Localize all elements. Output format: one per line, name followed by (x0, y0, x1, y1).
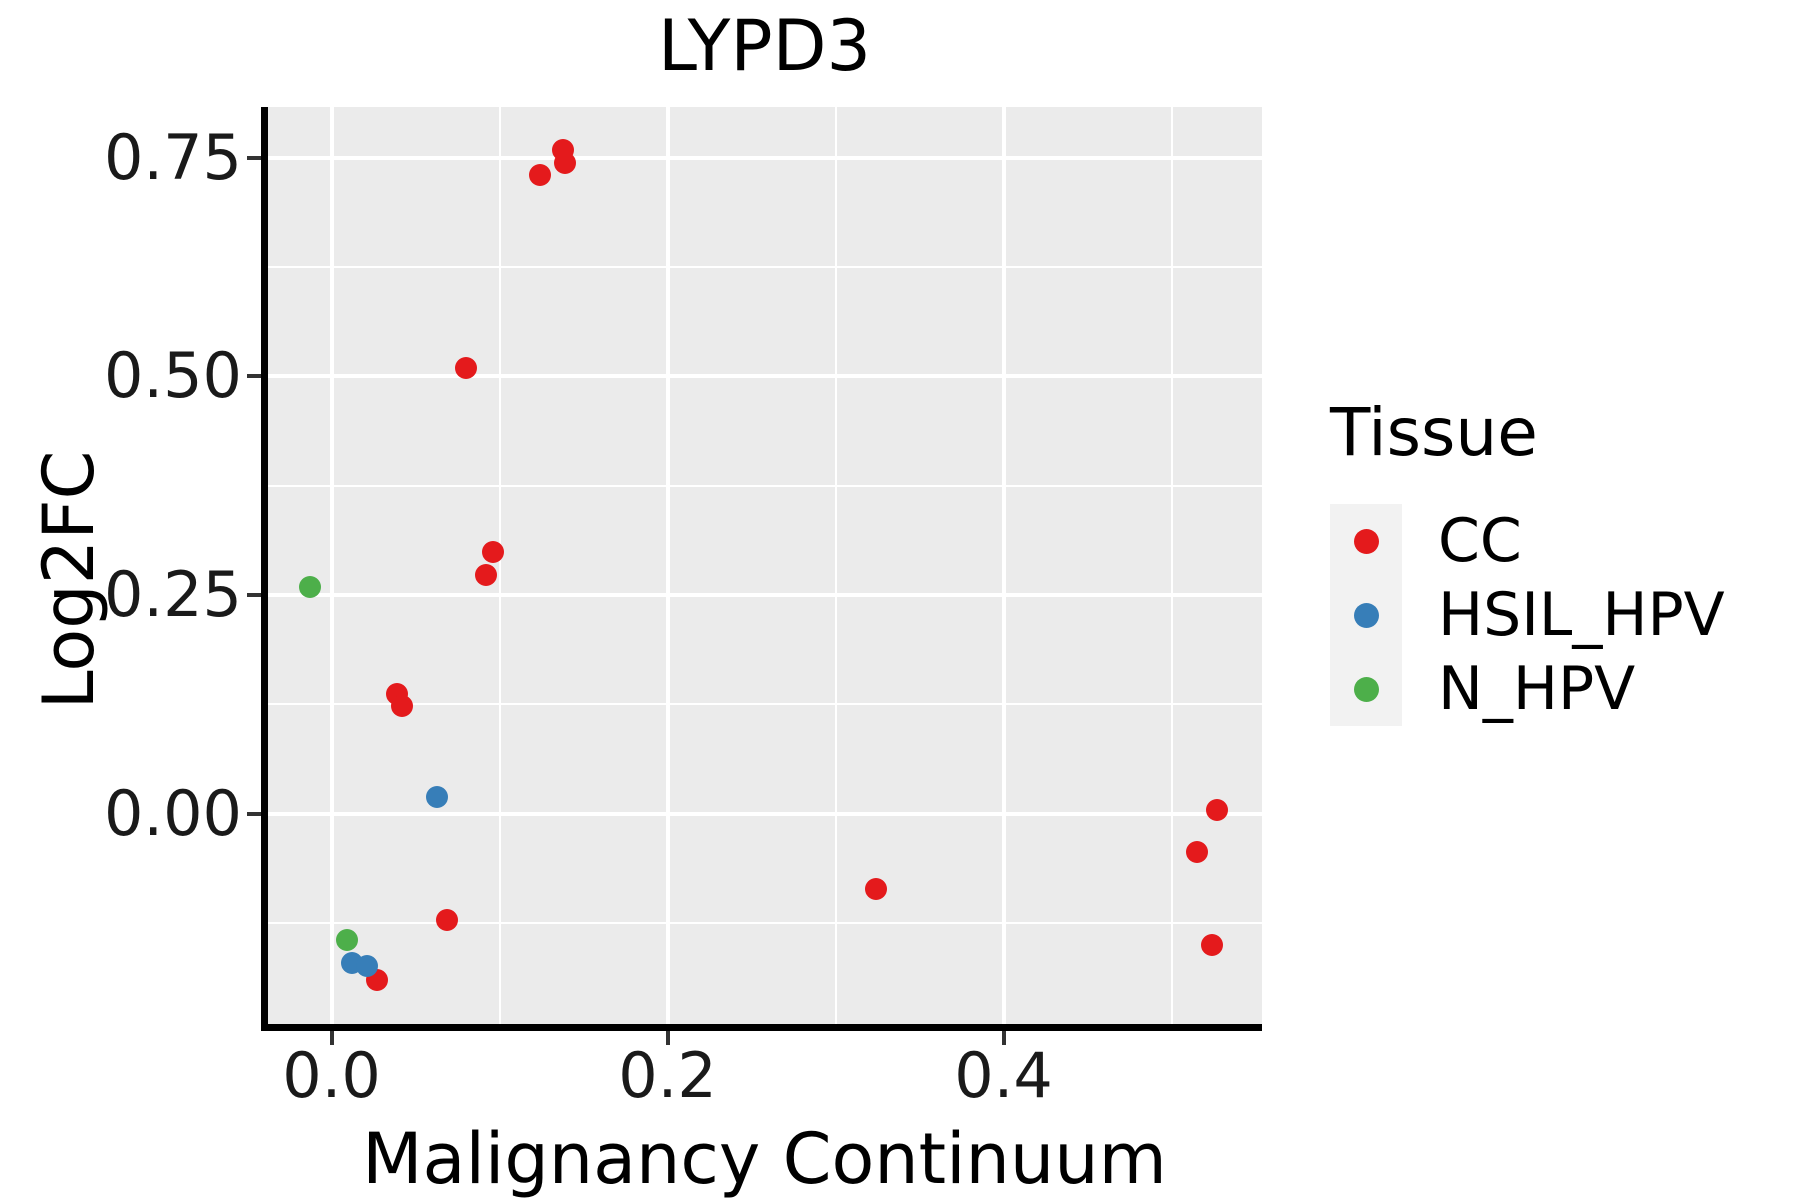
data-point-CC (1200, 933, 1223, 956)
y-axis-label: Log2FC (28, 450, 110, 710)
data-point-CC (391, 694, 414, 717)
gridline-h-minor (267, 266, 1262, 268)
y-axis-line (261, 107, 268, 1031)
y-tick (247, 374, 261, 379)
data-point-CC (1205, 799, 1228, 821)
data-point-N_HPV (298, 576, 321, 599)
chart-title: LYPD3 (657, 5, 872, 87)
gridline-h-major (267, 155, 1262, 160)
x-tick-label: 0.2 (618, 1039, 717, 1112)
legend-dot-icon (1354, 603, 1379, 628)
legend-dot-icon (1354, 529, 1379, 554)
x-tick (329, 1031, 334, 1045)
data-point-CC (1185, 840, 1208, 863)
gridline-h-major (267, 592, 1262, 597)
gridline-v-major (1001, 107, 1006, 1024)
y-tick (247, 155, 261, 160)
y-tick-label: 0.25 (103, 557, 242, 631)
data-point-N_HPV (335, 929, 358, 952)
data-point-CC (481, 541, 504, 564)
y-tick-label: 0.50 (103, 339, 242, 413)
legend-title: Tissue (1330, 394, 1538, 471)
data-point-CC (475, 563, 498, 586)
y-tick (247, 592, 261, 597)
data-point-CC (528, 164, 551, 187)
data-point-CC (454, 356, 477, 379)
data-point-CC (864, 877, 887, 900)
gridline-v-minor (1170, 107, 1173, 1024)
legend-dot-icon (1354, 677, 1379, 702)
gridline-h-minor (267, 703, 1262, 706)
x-tick (1001, 1031, 1006, 1045)
gridline-v-major (665, 107, 670, 1024)
y-tick-label: 0.00 (103, 776, 242, 850)
gridline-v-minor (498, 107, 501, 1024)
x-tick-label: 0.0 (282, 1039, 381, 1112)
data-point-HSIL_HPV (426, 785, 449, 808)
legend-label: HSIL_HPV (1438, 580, 1725, 650)
gridline-h-minor (267, 921, 1262, 924)
x-axis-label: Malignancy Continuum (362, 1118, 1167, 1200)
data-point-HSIL_HPV (355, 954, 378, 977)
data-point-CC (554, 151, 577, 174)
x-tick-label: 0.4 (954, 1039, 1053, 1112)
gridline-h-major (267, 374, 1262, 379)
gridline-v-major (329, 107, 334, 1024)
x-axis-line (261, 1024, 1262, 1031)
gridline-h-minor (267, 484, 1262, 487)
plot-panel (267, 107, 1262, 1024)
data-point-CC (436, 909, 459, 932)
x-tick (665, 1031, 670, 1045)
y-tick (247, 811, 261, 816)
y-tick-label: 0.75 (103, 120, 242, 194)
gridline-v-minor (834, 107, 837, 1024)
legend-label: N_HPV (1438, 654, 1636, 724)
legend-label: CC (1438, 506, 1522, 576)
gridline-h-major (267, 811, 1262, 816)
